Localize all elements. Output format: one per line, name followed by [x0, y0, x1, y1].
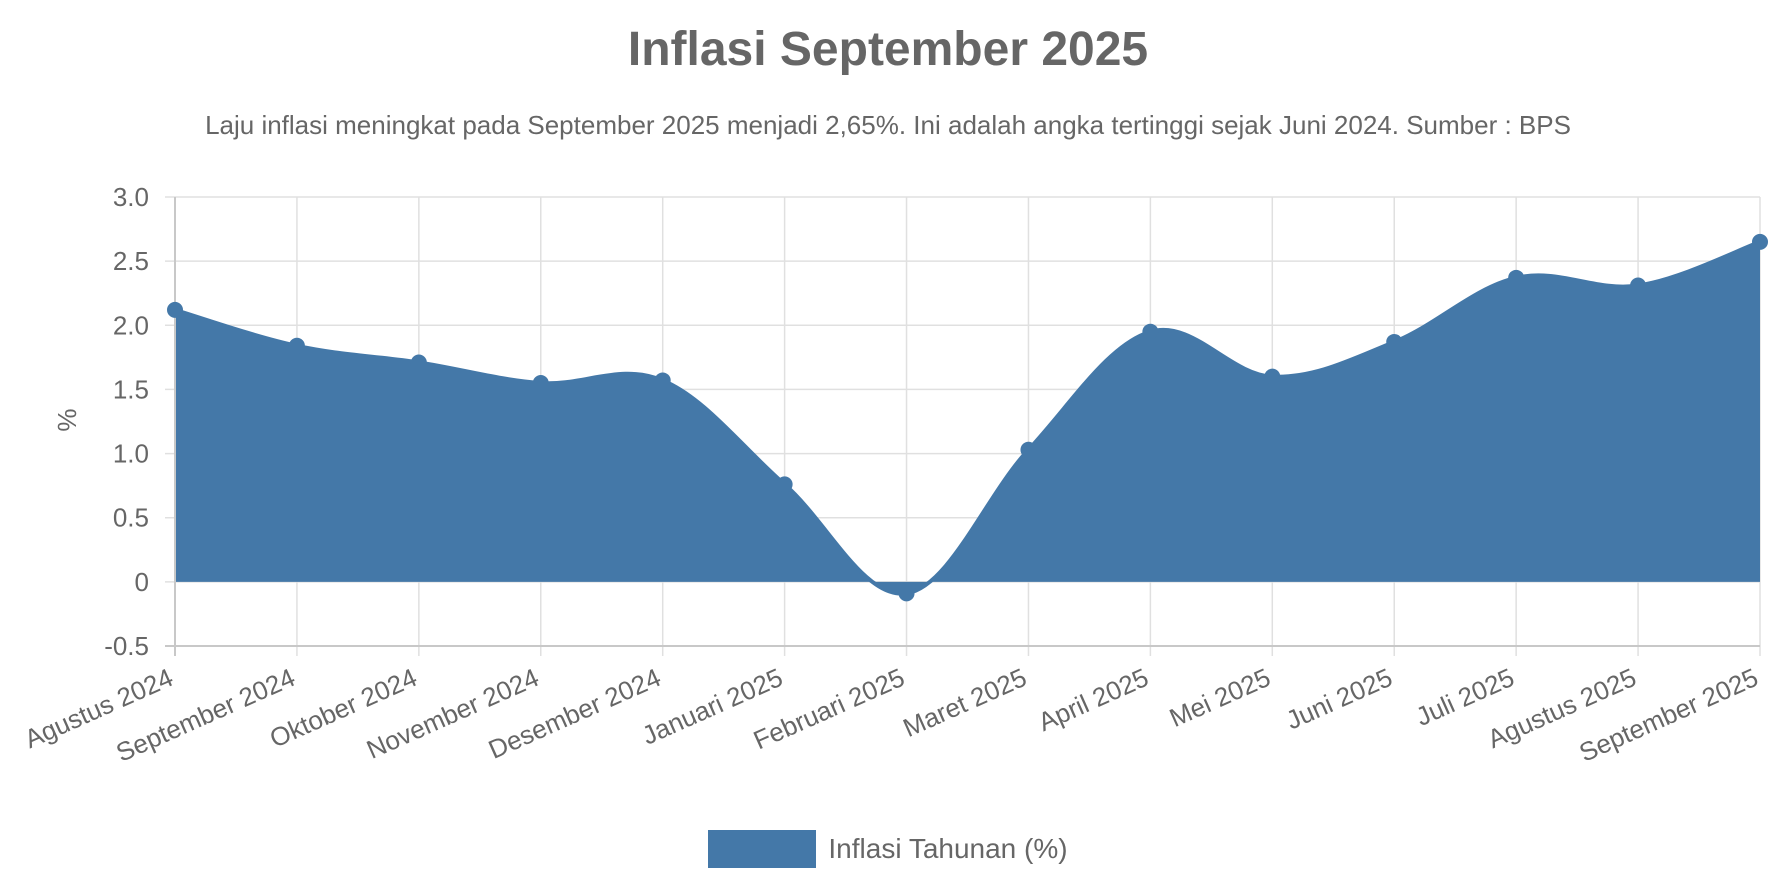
y-tick-label: 2.0 — [113, 310, 149, 340]
legend[interactable]: Inflasi Tahunan (%) — [0, 830, 1776, 868]
legend-label: Inflasi Tahunan (%) — [828, 833, 1068, 864]
data-points — [167, 233, 1768, 602]
y-tick-labels: 3.0 2.5 2.0 1.5 1.0 0.5 0 -0.5 — [104, 182, 149, 661]
data-point[interactable] — [1630, 277, 1647, 294]
y-tick-label: -0.5 — [104, 631, 149, 661]
data-point[interactable] — [898, 585, 915, 602]
data-point[interactable] — [1264, 368, 1281, 385]
data-point[interactable] — [410, 354, 427, 371]
y-tick-label: 1.0 — [113, 439, 149, 469]
x-tick-label: Juni 2025 — [1281, 662, 1396, 735]
series-line — [174, 240, 1761, 596]
legend-swatch — [708, 830, 817, 868]
data-point[interactable] — [167, 301, 183, 318]
data-point[interactable] — [1752, 233, 1768, 250]
data-point[interactable] — [654, 372, 671, 389]
y-tick-label: 0 — [135, 567, 149, 597]
y-tick-label: 2.5 — [113, 246, 149, 276]
chart-title: Inflasi September 2025 — [627, 23, 1149, 76]
data-point[interactable] — [776, 476, 793, 493]
x-tick-label: Maret 2025 — [899, 662, 1031, 743]
data-point[interactable] — [1020, 441, 1037, 458]
data-point[interactable] — [1142, 323, 1159, 340]
x-tick-label: April 2025 — [1034, 662, 1153, 737]
y-axis-label: % — [52, 408, 82, 431]
series-area — [175, 241, 1760, 594]
axes — [165, 197, 1760, 656]
data-point[interactable] — [532, 375, 549, 392]
area-chart: 3.0 2.5 2.0 1.5 1.0 0.5 0 -0.5 Agustus 2024Sept… — [20, 182, 1768, 768]
y-tick-label: 1.5 — [113, 374, 149, 404]
y-tick-label: 0.5 — [113, 503, 149, 533]
x-tick-label: Mei 2025 — [1165, 662, 1275, 733]
data-point[interactable] — [1508, 269, 1525, 286]
y-tick-label: 3.0 — [113, 182, 149, 212]
chart-subtitle: Laju inflasi meningkat pada September 20… — [205, 110, 1571, 140]
data-point[interactable] — [1386, 333, 1403, 350]
series-area-layer — [174, 240, 1761, 596]
data-point[interactable] — [288, 337, 305, 354]
